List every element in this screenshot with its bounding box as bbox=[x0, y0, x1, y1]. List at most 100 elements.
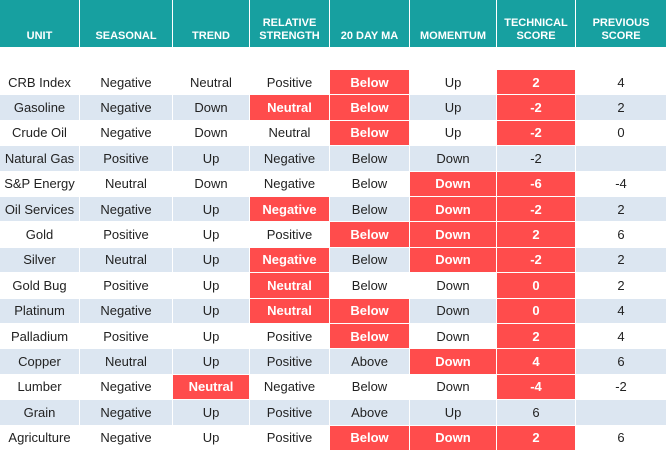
table-cell: Neutral bbox=[250, 273, 330, 299]
table-cell: 4 bbox=[497, 349, 576, 375]
table-cell: Negative bbox=[80, 120, 173, 147]
table-cell: Below bbox=[330, 273, 410, 299]
table-cell: Gasoline bbox=[0, 95, 80, 121]
table-cell: Negative bbox=[80, 425, 173, 451]
table-cell: Down bbox=[173, 95, 250, 121]
table-cell: Down bbox=[410, 324, 497, 350]
table-cell: Down bbox=[410, 349, 497, 375]
table-cell: -2 bbox=[497, 247, 576, 274]
table-cell: Up bbox=[410, 70, 497, 96]
table-cell: Lumber bbox=[0, 374, 80, 401]
table-cell: -4 bbox=[576, 171, 667, 197]
table-cell: Positive bbox=[80, 146, 173, 172]
table-cell: -2 bbox=[576, 374, 667, 401]
table-cell: -2 bbox=[497, 197, 576, 223]
table-cell: Positive bbox=[80, 222, 173, 248]
table-cell: 6 bbox=[576, 425, 667, 451]
table-cell: 2 bbox=[497, 222, 576, 248]
table-cell: 2 bbox=[576, 197, 667, 223]
table-cell: Down bbox=[410, 374, 497, 401]
table-cell: Up bbox=[173, 146, 250, 172]
table-cell: S&P Energy bbox=[0, 171, 80, 197]
table-cell: Oil Services bbox=[0, 197, 80, 223]
table-cell: Negative bbox=[250, 171, 330, 197]
table-cell: Up bbox=[173, 400, 250, 426]
table-cell: Below bbox=[330, 146, 410, 172]
table-cell bbox=[576, 400, 667, 426]
table-cell: Above bbox=[330, 400, 410, 426]
table-cell: 0 bbox=[576, 120, 667, 147]
table-cell: Negative bbox=[250, 146, 330, 172]
table-cell: Below bbox=[330, 95, 410, 121]
table-cell: Down bbox=[410, 146, 497, 172]
table-cell: 2 bbox=[497, 425, 576, 451]
table-cell: 2 bbox=[576, 95, 667, 121]
table-cell: Neutral bbox=[80, 247, 173, 274]
table-cell: Positive bbox=[250, 222, 330, 248]
table-cell: Palladium bbox=[0, 324, 80, 350]
table-cell: 4 bbox=[576, 324, 667, 350]
table-cell: Up bbox=[173, 349, 250, 375]
table-cell: 0 bbox=[497, 298, 576, 324]
table-cell: 6 bbox=[576, 349, 667, 375]
table-cell: Positive bbox=[250, 400, 330, 426]
table-cell: Up bbox=[410, 400, 497, 426]
table-cell: Up bbox=[410, 95, 497, 121]
table-cell: Neutral bbox=[80, 171, 173, 197]
header-cell: SEASONAL bbox=[80, 0, 173, 48]
table-cell: Up bbox=[173, 197, 250, 223]
table-cell: CRB Index bbox=[0, 70, 80, 96]
header-cell: MOMENTUM bbox=[410, 0, 497, 48]
table-cell: Neutral bbox=[173, 374, 250, 401]
table-cell: Up bbox=[173, 425, 250, 451]
table-cell: 6 bbox=[497, 400, 576, 426]
table-cell: 2 bbox=[497, 70, 576, 96]
table-cell: Copper bbox=[0, 349, 80, 375]
table-cell: Agriculture bbox=[0, 425, 80, 451]
table-cell: Negative bbox=[80, 400, 173, 426]
table-cell: -2 bbox=[497, 95, 576, 121]
table-cell: Up bbox=[173, 298, 250, 324]
table-cell: Below bbox=[330, 70, 410, 96]
table-cell: -6 bbox=[497, 171, 576, 197]
table-cell: Down bbox=[173, 171, 250, 197]
table-cell: Below bbox=[330, 374, 410, 401]
table-cell: 6 bbox=[576, 222, 667, 248]
table-cell: Negative bbox=[80, 197, 173, 223]
table-cell: Natural Gas bbox=[0, 146, 80, 172]
table-cell: Down bbox=[410, 171, 497, 197]
header-cell: TREND bbox=[173, 0, 250, 48]
table-cell: Down bbox=[410, 247, 497, 274]
table-cell: 4 bbox=[576, 70, 667, 96]
table-cell: Crude Oil bbox=[0, 120, 80, 147]
table-cell: Grain bbox=[0, 400, 80, 426]
header-cell: 20 DAY MA bbox=[330, 0, 410, 48]
table-cell: Neutral bbox=[80, 349, 173, 375]
table-cell: Below bbox=[330, 222, 410, 248]
table-cell: Down bbox=[410, 425, 497, 451]
table-cell: Positive bbox=[80, 273, 173, 299]
table-cell: Platinum bbox=[0, 298, 80, 324]
table-cell: Positive bbox=[250, 425, 330, 451]
table-cell: Up bbox=[173, 247, 250, 274]
header-cell: RELATIVE STRENGTH bbox=[250, 0, 330, 48]
table-cell: Negative bbox=[250, 374, 330, 401]
header-cell: TECHNICAL SCORE bbox=[497, 0, 576, 48]
table-cell: Gold Bug bbox=[0, 273, 80, 299]
table-cell: 4 bbox=[576, 298, 667, 324]
table-cell: Down bbox=[410, 273, 497, 299]
table-cell: 2 bbox=[576, 247, 667, 274]
table-cell: Positive bbox=[250, 70, 330, 96]
table-cell: Down bbox=[173, 120, 250, 147]
table-cell: Down bbox=[410, 197, 497, 223]
table-cell: Down bbox=[410, 222, 497, 248]
table-cell: Up bbox=[173, 222, 250, 248]
table-cell: Gold bbox=[0, 222, 80, 248]
table-cell: 0 bbox=[497, 273, 576, 299]
table-cell: Neutral bbox=[250, 298, 330, 324]
table-cell: Below bbox=[330, 298, 410, 324]
table-cell: -4 bbox=[497, 374, 576, 401]
table-cell: Up bbox=[173, 273, 250, 299]
table-cell: Negative bbox=[80, 95, 173, 121]
table-cell: Below bbox=[330, 247, 410, 274]
